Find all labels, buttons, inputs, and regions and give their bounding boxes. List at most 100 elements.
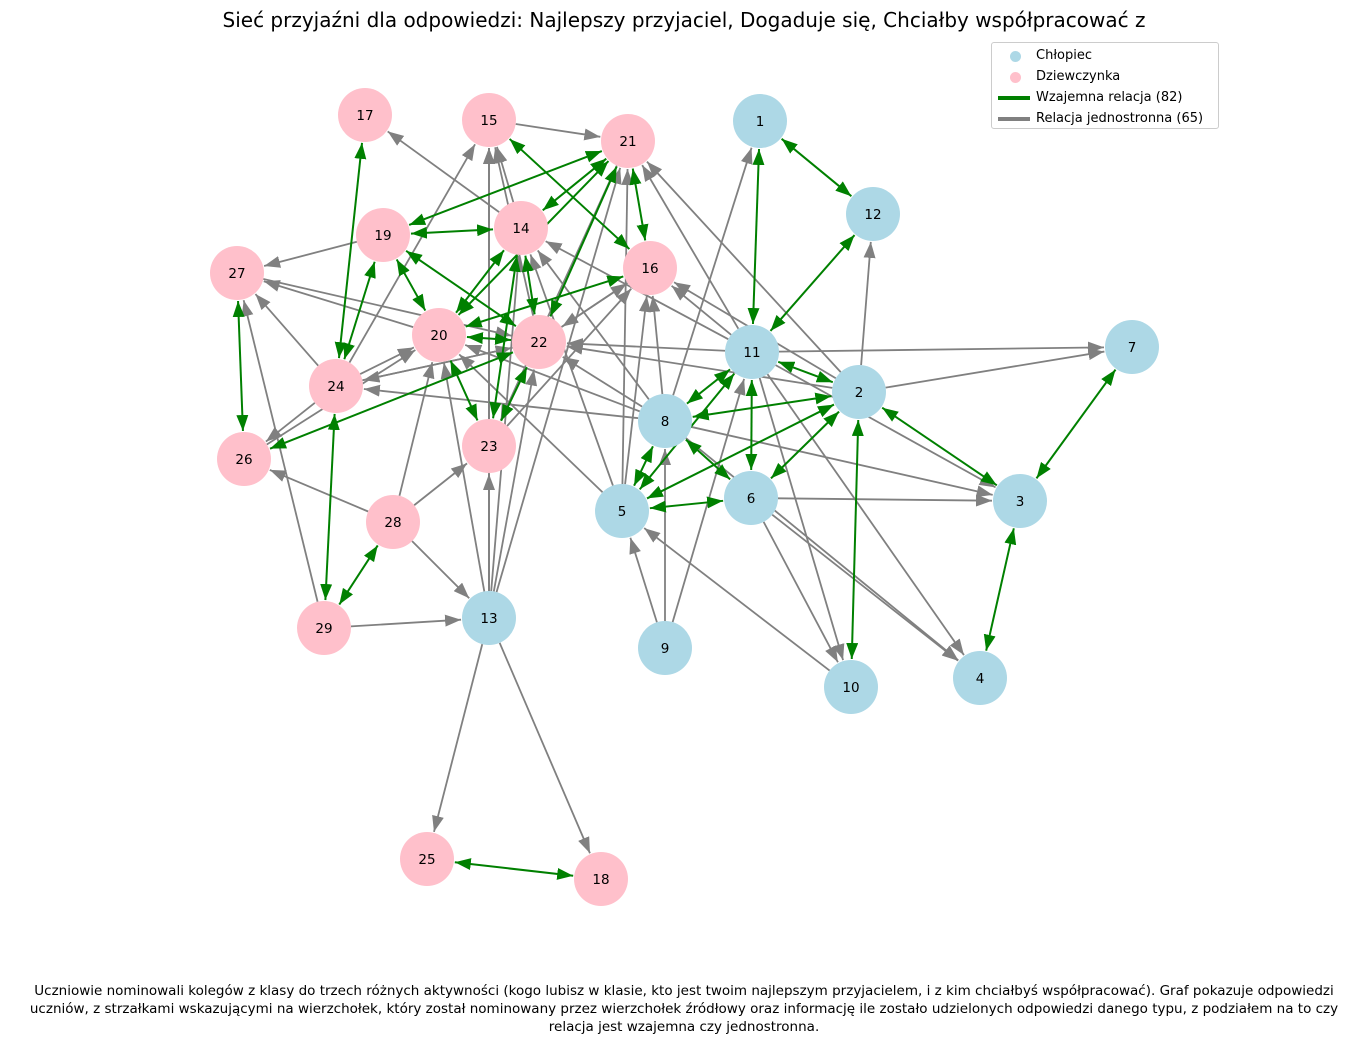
node-label-9: 9 <box>661 641 670 657</box>
node-circle-7 <box>1105 320 1159 374</box>
node-circle-11 <box>725 325 779 379</box>
node-circle-16 <box>623 241 677 295</box>
mutual-edge-24-19 <box>343 261 376 360</box>
node-label-7: 7 <box>1128 340 1137 356</box>
node-11: 11 <box>725 325 779 379</box>
oneway-edge-28-20 <box>398 361 435 496</box>
node-circle-9 <box>638 621 692 675</box>
oneway-edge-13-18 <box>498 642 591 854</box>
oneway-edge-8-16 <box>648 295 664 395</box>
mutual-edge-1-11 <box>747 148 765 325</box>
node-label-26: 26 <box>235 452 252 468</box>
node-circle-10 <box>824 660 878 714</box>
legend-label-mutual: Wzajemna relacja (82) <box>1036 90 1183 105</box>
mutual-edge-21-16 <box>629 168 649 241</box>
node-label-29: 29 <box>315 621 332 637</box>
caption: Uczniowie nominowali kolegów z klasy do … <box>0 982 1368 1036</box>
mutual-edge-2-10 <box>846 419 864 660</box>
node-circle-22 <box>512 315 566 369</box>
node-14: 14 <box>494 201 548 255</box>
node-label-14: 14 <box>512 221 529 237</box>
mutual-line-icon <box>998 96 1030 100</box>
mutual-edge-3-7 <box>1035 369 1117 479</box>
node-circle-29 <box>297 601 351 655</box>
node-circle-1 <box>733 94 787 148</box>
mutual-edge-15-16 <box>508 138 631 250</box>
mutual-edge-24-29 <box>320 413 340 601</box>
oneway-edge-10-5 <box>643 527 831 672</box>
mutual-edge-17-24 <box>334 142 367 359</box>
caption-line-1: Uczniowie nominowali kolegów z klasy do … <box>34 983 1334 999</box>
node-circle-28 <box>366 495 420 549</box>
node-26: 26 <box>217 432 271 486</box>
node-24: 24 <box>309 359 363 413</box>
mutual-edge-20-23 <box>449 360 479 421</box>
legend-item-girl: Dziewczynka <box>992 67 1218 87</box>
oneway-edge-8-22 <box>562 356 643 408</box>
caption-line-3: relacja jest wzajemna czy jednostronna. <box>548 1019 820 1035</box>
legend-item-oneway: Relacja jednostronna (65) <box>992 109 1218 129</box>
mutual-edge-3-4 <box>983 528 1017 651</box>
oneway-edge-5-16 <box>624 295 651 485</box>
oneway-edge-5-14 <box>529 254 614 486</box>
node-circle-3 <box>993 474 1047 528</box>
node-label-6: 6 <box>747 491 756 507</box>
node-circle-2 <box>832 365 886 419</box>
node-5: 5 <box>595 484 649 538</box>
node-1: 1 <box>733 94 787 148</box>
legend: Chłopiec Dziewczynka Wzajemna relacja (8… <box>991 42 1219 129</box>
mutual-edge-2-6 <box>770 410 840 480</box>
node-circle-24 <box>309 359 363 413</box>
node-label-8: 8 <box>661 414 670 430</box>
mutual-edge-11-12 <box>769 234 856 332</box>
oneway-edge-9-5 <box>629 537 658 623</box>
legend-item-boy: Chłopiec <box>992 46 1218 66</box>
node-label-4: 4 <box>976 671 985 687</box>
node-9: 9 <box>638 621 692 675</box>
node-label-22: 22 <box>530 335 547 351</box>
node-16: 16 <box>623 241 677 295</box>
node-label-2: 2 <box>855 385 864 401</box>
oneway-edge-6-4 <box>771 513 959 662</box>
oneway-edge-24-27 <box>254 293 319 367</box>
oneway-edge-6-10 <box>762 521 839 663</box>
node-23: 23 <box>462 419 516 473</box>
node-18: 18 <box>574 852 628 906</box>
oneway-edge-13-25 <box>432 643 484 833</box>
node-circle-26 <box>217 432 271 486</box>
mutual-edge-5-6 <box>649 496 724 513</box>
node-label-19: 19 <box>374 228 391 244</box>
oneway-edge-6-3 <box>777 494 993 507</box>
mutual-edge-5-8 <box>633 445 654 487</box>
girl-dot-icon <box>1010 72 1021 83</box>
node-label-16: 16 <box>641 261 658 277</box>
node-21: 21 <box>601 114 655 168</box>
mutual-edge-19-20 <box>395 258 427 312</box>
node-label-28: 28 <box>384 515 401 531</box>
node-29: 29 <box>297 601 351 655</box>
oneway-edge-8-4 <box>685 437 959 661</box>
legend-label-girl: Dziewczynka <box>1036 69 1121 84</box>
node-circle-8 <box>638 394 692 448</box>
node-label-12: 12 <box>864 207 881 223</box>
mutual-edge-25-18 <box>454 858 574 880</box>
node-circle-23 <box>462 419 516 473</box>
node-label-17: 17 <box>356 108 373 124</box>
node-25: 25 <box>400 832 454 886</box>
node-circle-13 <box>462 591 516 645</box>
node-circle-4 <box>953 651 1007 705</box>
node-2: 2 <box>832 365 886 419</box>
node-label-24: 24 <box>327 379 344 395</box>
node-circle-5 <box>595 484 649 538</box>
node-label-21: 21 <box>619 134 636 150</box>
node-17: 17 <box>338 88 392 142</box>
boy-dot-icon <box>1010 51 1021 62</box>
node-label-27: 27 <box>228 266 245 282</box>
node-20: 20 <box>412 308 466 362</box>
mutual-edge-27-26 <box>232 300 249 432</box>
oneway-edge-11-3 <box>775 364 996 489</box>
node-circle-15 <box>462 93 516 147</box>
legend-label-oneway: Relacja jednostronna (65) <box>1036 111 1204 126</box>
node-circle-14 <box>494 201 548 255</box>
